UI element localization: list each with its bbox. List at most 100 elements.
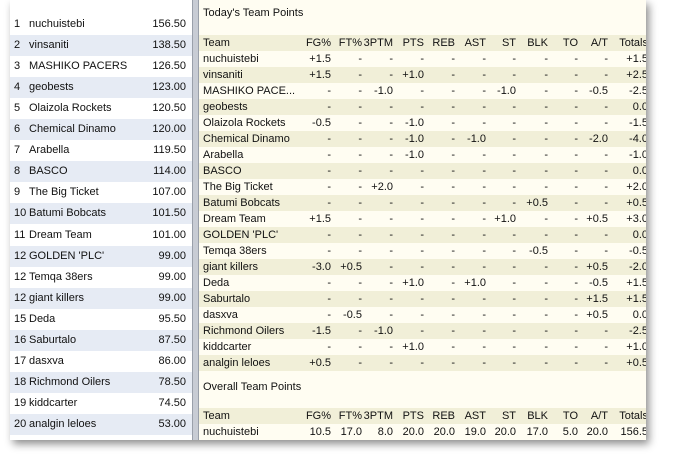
team-name: BASCO — [29, 165, 68, 178]
value-cell: - — [604, 149, 608, 161]
value-cell: - — [358, 165, 362, 177]
value-cell: - — [327, 165, 331, 177]
value-cell: - — [482, 341, 486, 353]
rank: 19 — [14, 396, 27, 409]
value-cell: +1.0 — [402, 69, 424, 81]
value-cell: -1.0 — [405, 117, 424, 129]
rank: 12 — [14, 249, 27, 262]
team-cell: Arabella — [203, 149, 244, 161]
team-cell: analgin leloes — [203, 357, 271, 369]
value-cell: - — [358, 53, 362, 65]
value-cell: 0.0 — [632, 165, 646, 177]
value-cell: - — [358, 293, 362, 305]
value-cell: - — [451, 309, 455, 321]
points: 156.50 — [152, 18, 186, 30]
value-cell: - — [512, 117, 516, 129]
value-cell: +1.5 — [309, 69, 331, 81]
value-cell: - — [327, 85, 331, 97]
value-cell: - — [544, 357, 548, 369]
window: 1 nuchuistebi 156.50 2 vinsaniti 138.50 3 MASHI… — [10, 0, 646, 440]
value-cell: - — [574, 101, 578, 113]
value-cell: - — [574, 229, 578, 241]
value-cell: - — [482, 325, 486, 337]
standings-panel: 1 nuchuistebi 156.50 2 vinsaniti 138.50 3 MASHI… — [10, 0, 192, 440]
value-cell: REB — [432, 410, 455, 422]
data-row: GOLDEN 'PLC' - - - - - - - - - - 0.0 — [199, 227, 646, 243]
value-cell: - — [451, 261, 455, 273]
value-cell: - — [544, 277, 548, 289]
value-cell: - — [327, 341, 331, 353]
value-cell: - — [482, 85, 486, 97]
value-cell: - — [327, 181, 331, 193]
rank: 6 — [14, 123, 21, 136]
value-cell: 3PTM — [363, 410, 393, 422]
standing-row: 7 Arabella 119.50 — [10, 140, 192, 162]
value-cell: FT% — [338, 37, 362, 49]
value-cell: - — [482, 181, 486, 193]
rank: 12 — [14, 270, 27, 283]
data-row: Chemical Dinamo - - - -1.0- -1.0- - - -2.0 -4.0 — [199, 131, 646, 147]
value-cell: - — [482, 149, 486, 161]
value-cell: - — [482, 309, 486, 321]
standing-row: 18 Richmond Oilers 78.50 — [10, 371, 192, 393]
points: 107.00 — [152, 186, 186, 199]
value-cell: BLK — [527, 37, 548, 49]
points: 99.00 — [158, 291, 186, 304]
value-cell: 17.0 — [340, 426, 362, 438]
value-cell: - — [327, 101, 331, 113]
value-cell: +0.5 — [586, 309, 608, 321]
value-cell: - — [358, 357, 362, 369]
value-cell: - — [574, 133, 578, 145]
value-cell: 8.0 — [377, 426, 393, 438]
value-cell: - — [512, 277, 516, 289]
points-panel: Today's Team Points Team FG% FT% 3PTM PTS REB A… — [199, 0, 646, 440]
data-row: Richmond Oilers -1.5- -1.0- - - - - - - -2.5 — [199, 323, 646, 339]
standing-row: 16 Saburtalo 87.50 — [10, 329, 192, 351]
value-cell: Totals — [619, 37, 646, 49]
value-cell: - — [604, 101, 608, 113]
value-cell: - — [512, 197, 516, 209]
value-cell: - — [482, 165, 486, 177]
value-cell: - — [512, 53, 516, 65]
rank: 20 — [14, 417, 27, 430]
value-cell: 10.5 — [309, 426, 331, 438]
value-cell: - — [389, 261, 393, 273]
team-name: dasxva — [29, 354, 64, 367]
data-row: kiddcarter - - - +1.0- - - - - - +1.0 — [199, 339, 646, 355]
value-cell: - — [389, 341, 393, 353]
value-cell: - — [358, 197, 362, 209]
rank: 18 — [14, 375, 27, 388]
value-cell: BLK — [527, 410, 548, 422]
value-cell: -1.5 — [629, 117, 646, 129]
team-cell: giant killers — [203, 261, 259, 273]
team-cell: dasxva — [203, 309, 238, 321]
points: 78.50 — [158, 375, 186, 388]
value-cell: +2.0 — [626, 181, 646, 193]
value-cell: - — [451, 133, 455, 145]
points: 87.50 — [158, 333, 186, 346]
value-cell: +1.0 — [494, 213, 516, 225]
value-cell: -4.0 — [629, 133, 646, 145]
value-cell: - — [451, 117, 455, 129]
standing-row: 2 vinsaniti 138.50 — [10, 35, 192, 57]
points: 99.00 — [158, 270, 186, 283]
value-cell: +0.5 — [340, 261, 362, 273]
points: 123.00 — [152, 81, 186, 94]
value-cell: - — [574, 69, 578, 81]
value-cell: - — [420, 325, 424, 337]
value-cell: - — [420, 229, 424, 241]
team-name: giant killers — [29, 291, 85, 304]
value-cell: -1.0 — [405, 133, 424, 145]
value-cell: - — [512, 229, 516, 241]
value-cell: - — [482, 245, 486, 257]
points: 53.00 — [158, 417, 186, 430]
value-cell: ST — [501, 410, 516, 422]
rank: 5 — [14, 102, 21, 115]
points: 74.50 — [158, 396, 186, 409]
team-name: vinsaniti — [29, 39, 69, 52]
value-cell: - — [327, 293, 331, 305]
value-cell: - — [574, 213, 578, 225]
value-cell: - — [544, 261, 548, 273]
value-cell: +1.0 — [402, 277, 424, 289]
value-cell: -0.5 — [589, 85, 608, 97]
